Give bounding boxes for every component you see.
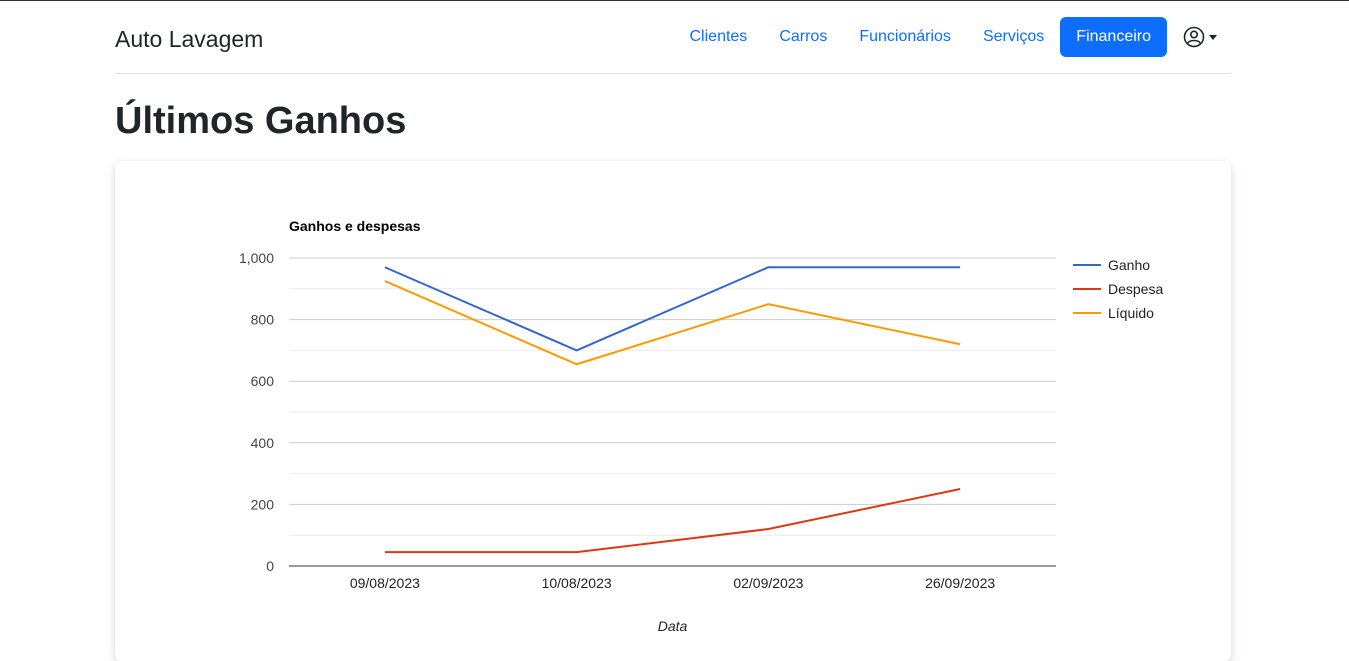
nav-link-clientes[interactable]: Clientes: [689, 28, 748, 45]
main-nav: Clientes Carros Funcionários Serviços Fi…: [674, 17, 1217, 57]
chart-card: Ganhos e despesas 0 200 400 600 800 1,000 09/08…: [115, 161, 1231, 661]
y-tick-label: 200: [251, 496, 275, 512]
x-tick-label: 26/09/2023: [925, 575, 995, 591]
y-tick-label: 1,000: [239, 250, 274, 266]
line-chart: Ganhos e despesas 0 200 400 600 800 1,000 09/08…: [239, 218, 1164, 634]
nav-link-funcionarios[interactable]: Funcionários: [859, 28, 951, 45]
y-tick-label: 600: [251, 373, 275, 389]
brand-logo[interactable]: Auto Lavagem: [115, 26, 264, 52]
user-menu-toggle[interactable]: [1183, 26, 1217, 48]
chevron-down-icon: [1209, 34, 1217, 40]
chart-title: Ganhos e despesas: [289, 218, 421, 234]
nav-link-financeiro[interactable]: Financeiro: [1060, 17, 1167, 57]
series-line-despesa: [384, 488, 961, 554]
page-title: Últimos Ganhos: [115, 100, 407, 142]
user-circle-icon: [1183, 26, 1205, 48]
series-line-líquido: [384, 280, 961, 366]
page-container: Auto Lavagem Clientes Carros Funcionário…: [115, 1, 1231, 661]
x-tick-label: 10/08/2023: [542, 575, 612, 591]
y-tick-label: 400: [251, 435, 275, 451]
x-tick-label: 09/08/2023: [350, 575, 420, 591]
y-tick-label: 800: [251, 312, 275, 328]
legend-label: Ganho: [1108, 257, 1150, 273]
legend-label: Despesa: [1108, 281, 1163, 297]
nav-link-carros[interactable]: Carros: [779, 28, 828, 45]
series-line-ganho: [384, 266, 961, 352]
navbar: Auto Lavagem Clientes Carros Funcionário…: [115, 1, 1231, 74]
y-tick-label: 0: [266, 558, 274, 574]
x-axis-title: Data: [658, 618, 688, 634]
x-tick-label: 02/09/2023: [733, 575, 803, 591]
legend-label: Líquido: [1108, 305, 1154, 321]
nav-link-servicos[interactable]: Serviços: [982, 28, 1045, 45]
